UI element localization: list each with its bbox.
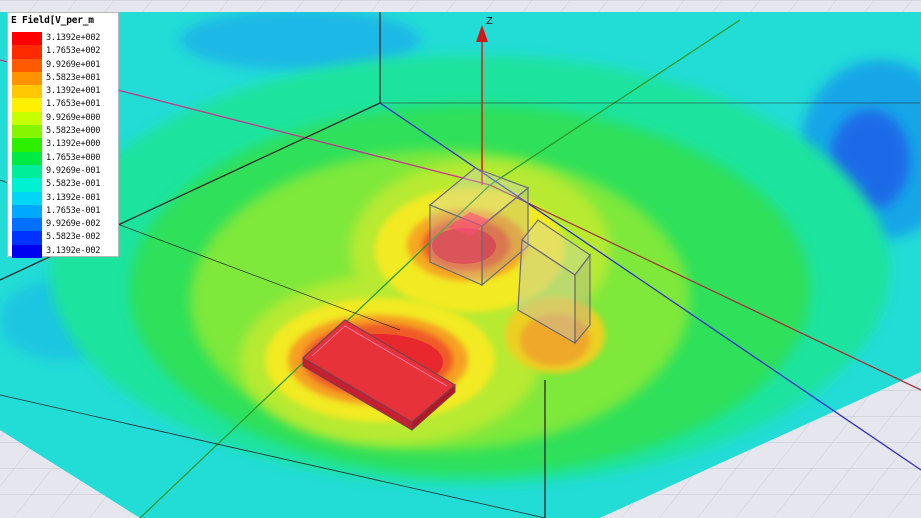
legend-swatch <box>12 178 42 192</box>
extra-axis-line <box>379 102 921 471</box>
z-axis: Z <box>476 16 493 185</box>
legend-entry: 3.1392e+000 <box>8 138 118 152</box>
legend-label: 9.9269e+000 <box>46 112 101 123</box>
legend-label: 5.5823e+000 <box>46 126 101 137</box>
legend-label: 9.9269e+001 <box>46 59 101 70</box>
legend-swatch <box>12 85 42 99</box>
legend-label: 3.1392e-002 <box>46 245 101 256</box>
legend-swatch <box>12 218 42 232</box>
legend-swatch <box>12 58 42 72</box>
legend-entry: 3.1392e-001 <box>8 191 118 205</box>
legend-label: 1.7653e-001 <box>46 205 101 216</box>
legend-entry: 9.9269e+000 <box>8 111 118 126</box>
legend-label: 9.9269e-001 <box>46 165 101 176</box>
legend-entry: 3.1392e+002 <box>8 32 118 46</box>
legend-entry: 5.5823e-001 <box>8 178 118 192</box>
legend-label: 1.7653e+001 <box>46 99 101 110</box>
legend-entry: 9.9269e-002 <box>8 218 118 232</box>
legend-entry: 5.5823e-002 <box>8 231 118 245</box>
legend-swatch <box>12 204 42 219</box>
legend-swatch <box>12 71 42 86</box>
legend-swatch <box>12 111 42 126</box>
legend-label: 1.7653e+002 <box>46 46 101 57</box>
legend-label: 5.5823e+001 <box>46 72 101 83</box>
legend-label: 3.1392e+002 <box>46 33 101 43</box>
legend-entry: 5.5823e+000 <box>8 125 118 139</box>
legend-swatch <box>12 125 42 139</box>
legend-swatch <box>12 231 42 245</box>
legend-swatch <box>12 138 42 152</box>
legend-label: 3.1392e+001 <box>46 86 101 97</box>
legend-label: 9.9269e-002 <box>46 219 101 230</box>
legend-swatch <box>12 164 42 179</box>
inner-feature <box>448 212 490 236</box>
legend-label: 5.5823e-001 <box>46 179 101 190</box>
z-axis-label: Z <box>486 16 493 27</box>
legend-swatch <box>12 45 42 59</box>
x-axis-line-positive <box>489 184 921 391</box>
color-legend: E Field[V_per_m 3.1392e+002 1.7653e+002 9.… <box>7 12 119 259</box>
legend-swatch <box>12 244 42 259</box>
legend-swatch <box>12 191 42 205</box>
legend-swatch <box>12 98 42 112</box>
legend-entry: 3.1392e+001 <box>8 85 118 99</box>
legend-entry: 9.9269e-001 <box>8 164 118 179</box>
red-slab[interactable] <box>301 319 457 432</box>
legend-rows: 3.1392e+002 1.7653e+002 9.9269e+001 5.5823e… <box>8 32 118 259</box>
legend-entry: 1.7653e-001 <box>8 204 118 219</box>
y-axis-line-positive <box>489 19 741 186</box>
legend-entry: 1.7653e+002 <box>8 45 118 59</box>
legend-entry: 1.7653e+001 <box>8 98 118 112</box>
legend-label: 3.1392e-001 <box>46 192 101 203</box>
legend-swatch <box>12 151 42 166</box>
legend-entry: 3.1392e-002 <box>8 244 118 259</box>
legend-label: 5.5823e-002 <box>46 232 101 243</box>
legend-entry: 1.7653e+000 <box>8 151 118 166</box>
legend-label: 3.1392e+000 <box>46 139 101 150</box>
legend-entry: 5.5823e+001 <box>8 71 118 86</box>
translucent-box-2[interactable] <box>517 219 591 345</box>
legend-title: E Field[V_per_m <box>11 15 94 26</box>
legend-label: 1.7653e+000 <box>46 152 101 163</box>
legend-swatch <box>12 32 42 46</box>
legend-entry: 9.9269e+001 <box>8 58 118 72</box>
